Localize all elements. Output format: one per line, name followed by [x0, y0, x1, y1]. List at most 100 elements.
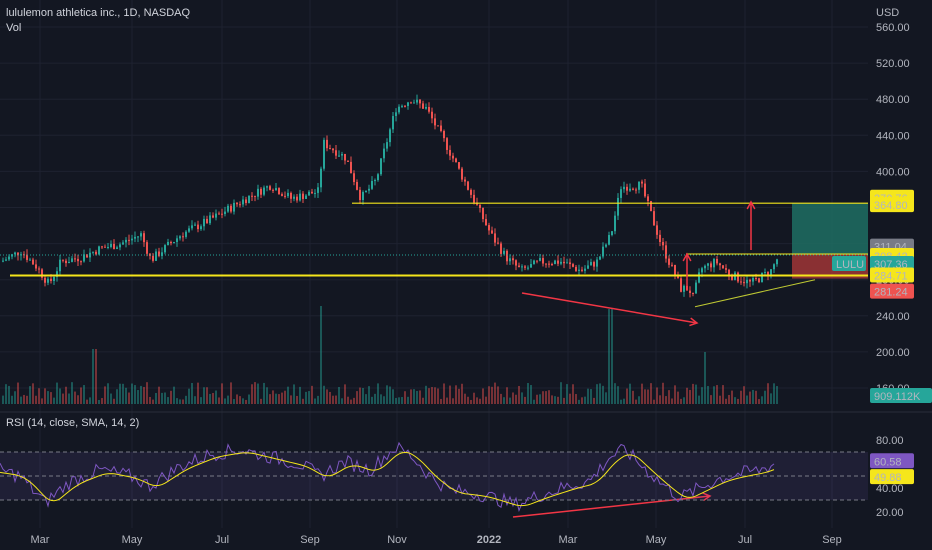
candle-body: [56, 271, 58, 277]
candle-body: [671, 264, 673, 266]
candle-body: [740, 281, 742, 283]
volume-bar: [263, 382, 265, 404]
volume-bar: [593, 397, 595, 404]
candle-body: [167, 241, 169, 246]
candle-body: [725, 268, 727, 270]
volume-bar: [98, 399, 100, 404]
volume-bar: [575, 394, 577, 404]
candle-body: [278, 188, 280, 195]
volume-bar: [311, 385, 313, 404]
volume-bar: [326, 389, 328, 404]
volume-bar: [356, 391, 358, 404]
volume-bar: [719, 395, 721, 404]
candle-body: [758, 278, 760, 283]
candle-body: [752, 277, 754, 282]
candle-body: [665, 245, 667, 259]
candle-body: [260, 188, 262, 195]
volume-bars: [2, 306, 778, 404]
candle-body: [455, 158, 457, 163]
time-tick: 2022: [477, 534, 501, 546]
volume-bar: [269, 394, 271, 404]
volume-bar: [533, 399, 535, 404]
candle-body: [326, 139, 328, 149]
candle-body: [128, 239, 130, 241]
volume-bar: [128, 392, 130, 404]
candle-body: [542, 258, 544, 264]
candle-body: [341, 153, 343, 156]
volume-bar: [134, 385, 136, 404]
candle-body: [251, 195, 253, 197]
rsi-tick: 80.00: [876, 435, 904, 447]
candle-body: [170, 241, 172, 244]
volume-bar: [701, 387, 703, 404]
up-arrow-right-head: [746, 200, 756, 210]
volume-bar: [506, 387, 508, 404]
volume-bar: [704, 352, 706, 404]
volume-bar: [461, 383, 463, 404]
candle-body: [770, 269, 772, 276]
candle-body: [761, 272, 763, 283]
candle-body: [242, 199, 244, 205]
candle-body: [494, 233, 496, 243]
volume-bar: [164, 392, 166, 404]
volume-bar: [341, 398, 343, 404]
volume-bar: [275, 393, 277, 404]
candle-body: [302, 193, 304, 199]
candle-body: [434, 118, 436, 126]
candle-body: [602, 246, 604, 257]
volume-bar: [674, 385, 676, 404]
volume-bar: [767, 383, 769, 404]
volume-bar: [731, 390, 733, 404]
volume-bar: [563, 397, 565, 404]
candle-body: [374, 180, 376, 182]
volume-bar: [374, 393, 376, 404]
volume-bar: [482, 388, 484, 404]
price-label-bg: [870, 469, 914, 485]
volume-bar: [446, 397, 448, 404]
volume-bar: [347, 396, 349, 404]
volume-bar: [395, 397, 397, 404]
volume-bar: [242, 398, 244, 404]
volume-bar: [452, 398, 454, 404]
volume-bar: [131, 383, 133, 404]
candle-body: [620, 189, 622, 198]
time-tick: May: [646, 534, 667, 546]
volume-bar: [95, 349, 97, 404]
volume-bar: [377, 383, 379, 404]
price-label: 364.80: [874, 200, 908, 212]
volume-bar: [596, 384, 598, 404]
volume-bar: [590, 389, 592, 404]
candle-body: [179, 236, 181, 239]
volume-bar: [215, 390, 217, 404]
candle-body: [524, 266, 526, 268]
candle-body: [77, 258, 79, 262]
candle-body: [404, 105, 406, 107]
volume-bar: [230, 382, 232, 404]
horizontal-levels: [0, 202, 868, 308]
volume-bar: [293, 384, 295, 404]
rsi-tick: 40.00: [876, 483, 904, 495]
candle-body: [521, 266, 523, 268]
candle-body: [290, 192, 292, 199]
volume-bar: [176, 398, 178, 404]
price-label-bg: [870, 267, 914, 283]
volume-bar: [317, 395, 319, 404]
candle-body: [47, 278, 49, 283]
candle-body: [578, 269, 580, 271]
candle-body: [329, 148, 331, 150]
volume-bar: [599, 383, 601, 404]
volume-bar: [239, 396, 241, 404]
volume-bar: [689, 389, 691, 404]
candle-body: [512, 258, 514, 261]
candle-body: [41, 269, 43, 278]
volume-bar: [89, 397, 91, 404]
candle-body: [674, 264, 676, 276]
candle-body: [677, 275, 679, 279]
volume-bar: [695, 384, 697, 404]
rsi-line: [0, 441, 775, 513]
time-tick: Jul: [738, 534, 752, 546]
volume-bar: [14, 391, 16, 404]
candle-body: [488, 225, 490, 231]
